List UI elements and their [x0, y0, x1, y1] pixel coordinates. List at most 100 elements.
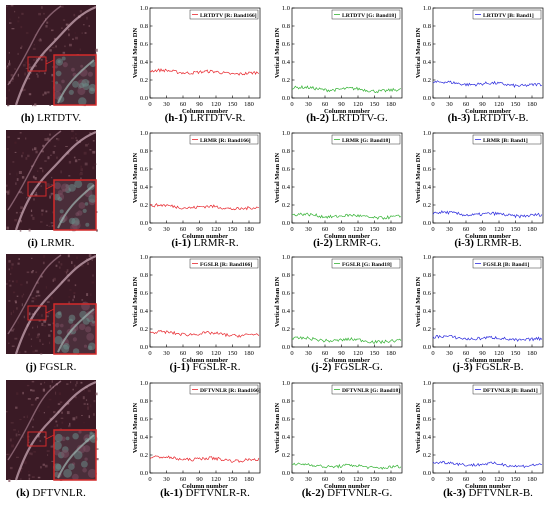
result-image-lrtdtv: [6, 5, 98, 107]
image-texture: [50, 154, 52, 156]
image-texture: [9, 60, 10, 64]
image-texture: [85, 144, 88, 147]
image-texture: [67, 254, 70, 258]
image-texture: [31, 380, 35, 383]
image-texture: [30, 271, 34, 274]
zoom-inset-ridge: [57, 59, 95, 104]
image-texture: [23, 416, 26, 418]
image-texture: [86, 403, 89, 405]
x-tick-label: 30: [446, 350, 453, 357]
image-texture: [14, 337, 18, 340]
image-texture: [75, 383, 77, 387]
y-tick-label: 0.6: [140, 41, 149, 48]
image-texture: [57, 403, 61, 405]
image-texture: [30, 214, 33, 217]
x-tick-label: 60: [463, 101, 470, 108]
image-texture: [86, 262, 89, 265]
image-texture: [46, 224, 48, 226]
image-texture: [65, 271, 68, 274]
x-tick-label: 180: [527, 226, 537, 233]
caption-letter: (h-1): [165, 112, 190, 124]
series-line: [432, 460, 542, 469]
y-tick-label: 0.8: [423, 23, 431, 30]
caption-letter: (i-2): [313, 237, 335, 249]
chart-k-3: 0.0 0.2 0.4 0.6 0.8 1.0 0 30 60 90 120 150 180 Column…: [415, 380, 544, 490]
x-tick-label: 0: [148, 101, 151, 108]
image-texture: [90, 293, 92, 297]
zoom-inset-texture: [82, 208, 87, 213]
image-texture: [36, 74, 39, 78]
image-texture: [9, 438, 12, 442]
image-texture: [31, 257, 33, 259]
x-tick-label: 30: [305, 350, 312, 357]
image-texture: [69, 22, 72, 24]
image-texture: [26, 271, 30, 274]
image-texture: [32, 389, 35, 392]
image-texture: [53, 145, 57, 147]
image-texture: [79, 172, 82, 176]
zoom-inset-texture: [78, 202, 86, 209]
image-texture: [53, 277, 56, 281]
image-texture: [49, 104, 52, 106]
image-texture: [42, 93, 45, 96]
image-texture: [88, 25, 90, 27]
image-texture: [46, 183, 50, 186]
image-texture: [50, 222, 54, 224]
image-texture: [84, 32, 87, 34]
image-texture: [35, 191, 37, 194]
image-texture: [20, 219, 22, 223]
image-texture: [74, 396, 77, 398]
image-texture: [42, 463, 45, 466]
image-texture: [8, 268, 10, 271]
image-texture: [40, 314, 43, 317]
caption-letter: (i-3): [454, 237, 476, 249]
image-texture: [21, 435, 25, 438]
image-texture: [92, 150, 96, 154]
x-tick-label: 120: [353, 476, 363, 483]
x-tick-label: 90: [338, 350, 345, 357]
y-tick-label: 0.2: [423, 202, 431, 209]
image-texture: [43, 181, 46, 185]
series-line: [149, 203, 259, 211]
image-texture: [28, 333, 30, 336]
image-ridge: [14, 254, 97, 355]
legend-box: [472, 384, 542, 395]
image-texture: [76, 381, 78, 384]
image-texture: [40, 185, 43, 187]
caption-letter: (h-3): [448, 112, 473, 124]
image-texture: [21, 176, 25, 179]
image-texture: [17, 137, 20, 140]
image-texture: [34, 65, 37, 68]
image-texture: [13, 291, 16, 294]
image-texture: [8, 342, 10, 344]
image-texture: [15, 406, 18, 409]
image-texture: [22, 391, 24, 395]
x-tick-label: 90: [196, 226, 203, 233]
zoom-inset-texture: [91, 320, 95, 324]
x-tick-label: 90: [479, 226, 486, 233]
y-tick-label: 0.0: [282, 95, 290, 102]
y-tick-label: 0.8: [423, 272, 431, 279]
caption-letter: (k-3): [443, 487, 468, 499]
image-texture: [25, 32, 29, 34]
image-texture: [21, 295, 24, 298]
zoom-inset-texture: [57, 329, 62, 335]
image-texture: [58, 261, 60, 264]
image-texture: [34, 349, 38, 352]
legend-label: DFTVNLR [R: Band166]: [200, 388, 261, 394]
y-axis-label: Vertical Mean DN: [132, 28, 139, 79]
zoom-inset-texture: [55, 322, 60, 328]
image-texture: [38, 410, 41, 412]
y-tick-label: 0.4: [140, 308, 149, 315]
chart-caption: (j-1) FGSLR-R.: [170, 361, 241, 373]
legend-box: [189, 258, 259, 269]
zoom-inset-texture: [61, 79, 65, 84]
x-axis-label: Column number: [324, 483, 370, 490]
image-texture: [32, 59, 36, 61]
y-tick-label: 0.0: [282, 470, 290, 477]
image-texture: [86, 293, 89, 296]
x-axis-label: Column number: [182, 357, 228, 364]
x-tick-label: 30: [446, 101, 453, 108]
legend-box: [472, 258, 542, 269]
caption-letter: (j-3): [453, 361, 476, 373]
